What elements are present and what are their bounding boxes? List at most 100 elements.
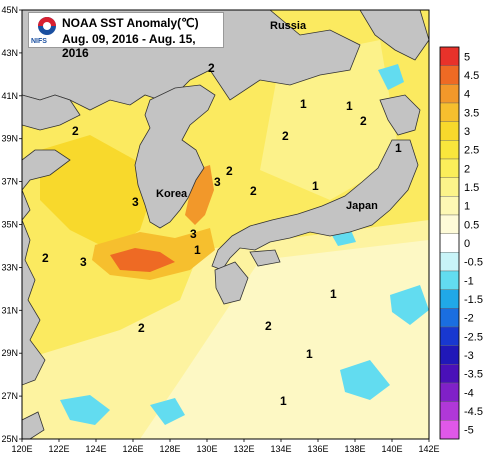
lat-tick-label: 33N [1,262,18,272]
contour-label: 1 [280,394,287,408]
contour-label: 2 [138,321,145,335]
contour-label: 3 [80,255,87,269]
place-label-russia: Russia [270,20,307,32]
contour-label: 2 [265,319,272,333]
land-china-east [22,149,71,386]
legend-frame [439,46,460,440]
legend-label: -4.5 [464,406,483,418]
lat-tick-label: 45N [1,5,18,15]
contour-label: 1 [330,287,337,301]
map-date-range: Aug. 09, 2016 - Aug. 15, 2016 [62,32,196,60]
land-korea [134,84,216,229]
legend-swatch [439,382,460,402]
contour-label: 1 [306,347,313,361]
legend-swatch [439,233,460,253]
legend-label: 2.5 [464,145,479,157]
lon-tick-label: 124E [85,444,106,454]
lat-tick-label: 31N [1,305,18,315]
contour-label: 2 [42,251,49,265]
legend-swatch [439,84,460,104]
legend-swatch [439,121,460,141]
contour-label: 1 [395,141,402,155]
contour-label: 3 [214,175,221,189]
cold-anomaly-patch [150,398,185,425]
map-plot-area [22,10,429,439]
legend-label: 4 [464,89,470,101]
lon-tick-label: 126E [122,444,143,454]
legend-swatch [439,158,460,178]
legend-swatch [439,345,460,365]
lon-tick-label: 138E [344,444,365,454]
legend-label: 1 [464,201,470,213]
color-legend: 5 4.5 4 3.5 3 2.5 2 1.5 1 0.5 0 -0.5 -1 -1.5 -2 -2.5 -3 -… [439,46,483,440]
legend-label: 0 [464,238,470,250]
legend-swatch [439,364,460,384]
legend-label: -3.5 [464,369,483,381]
contour-label: 2 [208,61,215,75]
legend-label: 5 [464,51,470,63]
lon-tick-label: 136E [307,444,328,454]
latitude-axis: 45N 43N 41N 39N 37N 35N 33N 31N 29N 27N 25N [1,5,22,444]
cold-anomaly-patch [378,64,404,90]
hot-anomaly-korea-coast [185,165,214,225]
legend-label: 3.5 [464,107,479,119]
contour-label: 2 [360,114,367,128]
lon-tick-label: 132E [233,444,254,454]
contour-label: 2 [250,184,257,198]
legend-swatch [439,326,460,346]
land-shikoku [249,249,281,267]
legend-swatch [439,46,460,66]
legend-swatch [439,65,460,85]
lat-tick-label: 41N [1,91,18,101]
legend-label: -2 [464,313,474,325]
lon-tick-label: 142E [418,444,439,454]
legend-label: -0.5 [464,257,483,269]
legend-swatch [439,214,460,234]
longitude-axis: 120E 122E 124E 126E 128E 130E 132E 134E 136E 138E… [11,439,440,454]
contour-label: 3 [132,195,139,209]
legend-swatch [439,420,460,440]
place-label-japan: Japan [346,200,378,212]
hot-anomaly-jeju [110,248,175,272]
nifs-logo-icon [38,17,56,35]
contour-label: 2 [282,129,289,143]
legend-label: -1.5 [464,294,483,306]
lon-tick-label: 122E [48,444,69,454]
cold-anomaly-patch [60,395,110,425]
contour-label: 2 [226,164,233,178]
legend-swatch [439,252,460,272]
lat-tick-label: 25N [1,434,18,444]
agency-label: NIFS [31,38,47,45]
legend-swatch [439,270,460,290]
contour-label: 1 [312,179,319,193]
lat-tick-label: 39N [1,134,18,144]
legend-swatch [439,289,460,309]
cold-anomaly-patch [340,360,390,400]
lon-tick-label: 134E [270,444,291,454]
land-hokkaido [379,94,421,136]
legend-swatch [439,102,460,122]
legend-swatch [439,177,460,197]
warm-anomaly-yellow-sea [40,135,150,250]
land-sakhalin [359,10,429,61]
legend-swatch [439,196,460,216]
legend-label: -5 [464,425,474,437]
cold-anomaly-patch [390,285,429,325]
lat-tick-label: 37N [1,177,18,187]
contour-label: 3 [190,227,197,241]
legend-label: -3 [464,350,474,362]
land-taiwan [22,411,45,439]
legend-label: 2 [464,163,470,175]
contour-label: 1 [194,243,201,257]
contour-label: 2 [72,124,79,138]
legend-label: 3 [464,126,470,138]
lat-tick-label: 35N [1,220,18,230]
lon-tick-label: 120E [11,444,32,454]
lat-tick-label: 43N [1,48,18,58]
lon-tick-label: 130E [196,444,217,454]
map-title: NOAA SST Anomaly(℃) [62,16,199,30]
contour-label: 1 [300,97,307,111]
land-honshu [211,139,419,271]
place-label-korea: Korea [156,188,188,200]
